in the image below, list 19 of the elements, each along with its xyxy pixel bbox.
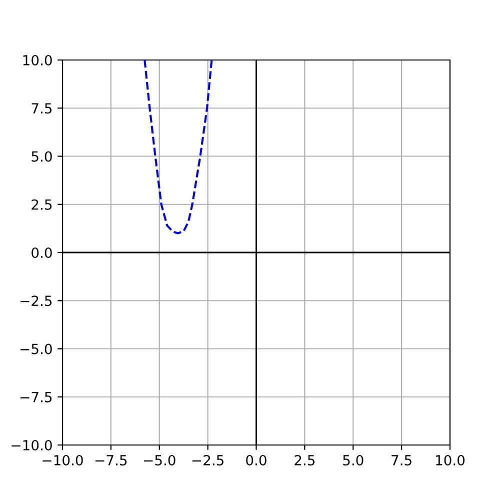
- x-tick-label: −7.5: [96, 455, 127, 466]
- y-tick-label: −10.0: [12, 440, 52, 450]
- y-tick-label: −2.5: [20, 296, 52, 306]
- x-tick-label: 10.0: [436, 454, 465, 466]
- x-tick-label: 0.0: [246, 454, 266, 466]
- y-tick-label: 2.5: [32, 199, 52, 210]
- x-tick-label: 7.5: [392, 455, 412, 466]
- y-tick-label: −7.5: [20, 392, 52, 402]
- line-series: [144, 60, 213, 234]
- x-tick-label: 2.5: [294, 454, 315, 466]
- y-tick-label: 0.0: [32, 247, 52, 258]
- x-tick-label: −2.5: [192, 454, 224, 466]
- y-tick-label: 7.5: [32, 103, 52, 114]
- y-tick-label: 10.0: [23, 54, 52, 66]
- x-tick-label: −10.0: [42, 454, 83, 466]
- x-tick-label: −5.0: [144, 454, 176, 466]
- y-tick-label: −5.0: [20, 344, 52, 354]
- x-tick-label: 5.0: [343, 454, 364, 466]
- y-tick-label: 5.0: [32, 151, 52, 162]
